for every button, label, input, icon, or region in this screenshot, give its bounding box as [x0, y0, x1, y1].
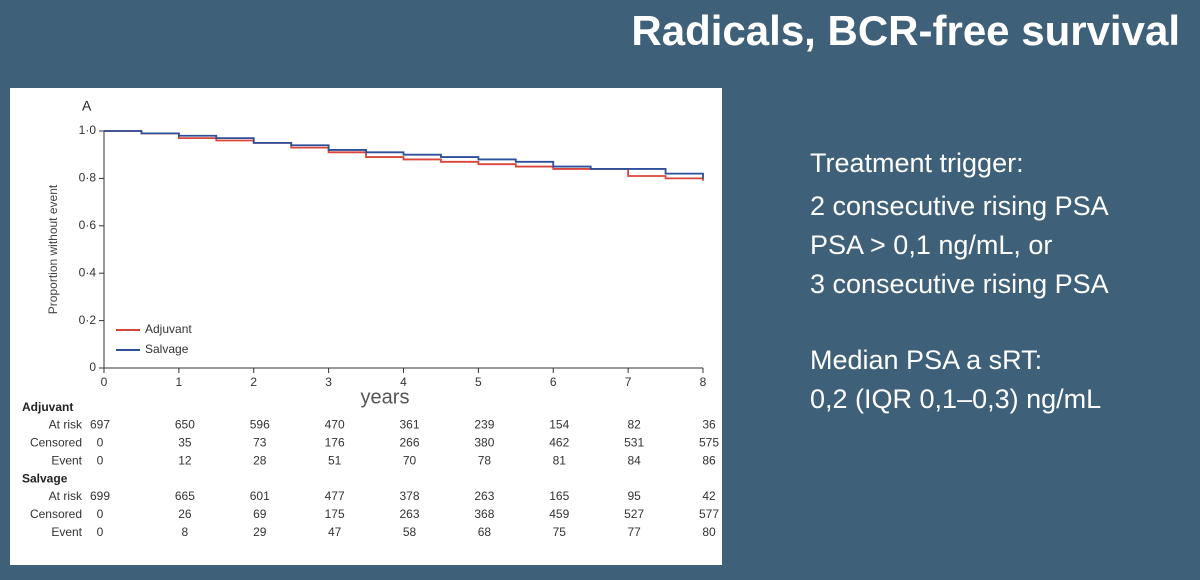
slide-title: Radicals, BCR-free survival	[631, 7, 1180, 54]
risk-group: Adjuvant	[22, 400, 73, 414]
x-tick-label: 4	[400, 375, 407, 389]
risk-value: 29	[253, 525, 267, 539]
risk-value: 84	[627, 454, 641, 468]
risk-value: 650	[175, 418, 195, 432]
x-tick-label: 3	[325, 375, 332, 389]
risk-value: 368	[474, 507, 494, 521]
y-axis-label: Proportion without event	[46, 184, 60, 314]
risk-value: 378	[399, 489, 419, 503]
risk-value: 459	[549, 507, 569, 521]
x-tick-label: 0	[101, 375, 108, 389]
y-tick-label: 0·8	[79, 171, 97, 185]
note-line: 3 consecutive rising PSA	[810, 269, 1109, 299]
risk-value: 0	[97, 525, 104, 539]
risk-value: 462	[549, 436, 569, 450]
y-tick-label: 1·0	[79, 123, 97, 137]
note-line: 2 consecutive rising PSA	[810, 191, 1109, 221]
risk-value: 699	[90, 489, 110, 503]
risk-value: 80	[702, 525, 716, 539]
x-tick-label: 6	[550, 375, 557, 389]
y-tick-label: 0·6	[79, 218, 97, 232]
x-axis-label: years	[361, 386, 410, 408]
risk-value: 531	[624, 436, 644, 450]
note-line: 0,2 (IQR 0,1–0,3) ng/mL	[810, 384, 1101, 414]
risk-value: 81	[553, 454, 567, 468]
survival-curve	[104, 130, 704, 179]
risk-value: 176	[325, 436, 345, 450]
risk-value: 470	[325, 418, 345, 432]
risk-value: 58	[403, 525, 417, 539]
risk-value: 28	[253, 454, 267, 468]
legend-label: Salvage	[145, 342, 189, 356]
risk-value: 575	[699, 436, 719, 450]
risk-value: 0	[97, 436, 104, 450]
risk-value: 42	[702, 489, 716, 503]
risk-value: 68	[478, 525, 492, 539]
chart: A Proportion without event years 0 0·2 0·4 0·6…	[22, 98, 719, 539]
risk-value: 73	[253, 436, 267, 450]
note-line: Treatment trigger:	[810, 148, 1024, 178]
note-line: PSA > 0,1 ng/mL, or	[810, 230, 1052, 260]
risk-value: 35	[178, 436, 192, 450]
risk-value: 165	[549, 489, 569, 503]
risk-row-label: Censored	[30, 436, 82, 450]
risk-value: 47	[328, 525, 342, 539]
risk-value: 154	[549, 418, 569, 432]
chart-panel	[10, 88, 722, 565]
risk-value: 70	[403, 454, 417, 468]
risk-value: 175	[325, 507, 345, 521]
risk-value: 263	[474, 489, 494, 503]
risk-value: 596	[250, 418, 270, 432]
risk-value: 697	[90, 418, 110, 432]
x-tick-label: 1	[176, 375, 183, 389]
y-tick-label: 0·4	[79, 265, 97, 279]
panel-label: A	[82, 98, 92, 114]
risk-value: 263	[399, 507, 419, 521]
risk-value: 527	[624, 507, 644, 521]
risk-value: 601	[250, 489, 270, 503]
risk-row-label: Event	[51, 525, 82, 539]
risk-row-label: Event	[51, 454, 82, 468]
risk-value: 239	[474, 418, 494, 432]
x-tick-label: 8	[700, 375, 707, 389]
x-tick-label: 2	[250, 375, 257, 389]
risk-row-label: At risk	[49, 489, 83, 503]
risk-value: 361	[399, 418, 419, 432]
legend-label: Adjuvant	[145, 322, 192, 336]
risk-value: 51	[328, 454, 342, 468]
risk-value: 0	[97, 454, 104, 468]
risk-value: 77	[627, 525, 641, 539]
note-line: Median PSA a sRT:	[810, 345, 1042, 375]
risk-value: 26	[178, 507, 192, 521]
risk-value: 266	[399, 436, 419, 450]
risk-value: 75	[553, 525, 567, 539]
risk-value: 95	[627, 489, 641, 503]
risk-value: 8	[182, 525, 189, 539]
risk-value: 665	[175, 489, 195, 503]
risk-value: 380	[474, 436, 494, 450]
risk-group: Salvage	[22, 472, 68, 486]
risk-value: 69	[253, 507, 267, 521]
risk-value: 477	[325, 489, 345, 503]
risk-value: 577	[699, 507, 719, 521]
risk-value: 12	[178, 454, 192, 468]
risk-value: 0	[97, 507, 104, 521]
risk-row-label: At risk	[49, 418, 83, 432]
x-tick-label: 5	[475, 375, 482, 389]
notes: Treatment trigger: 2 consecutive rising P…	[810, 148, 1109, 414]
y-tick-label: 0·2	[79, 313, 97, 327]
x-tick-label: 7	[625, 375, 632, 389]
risk-value: 86	[702, 454, 716, 468]
risk-row-label: Censored	[30, 507, 82, 521]
y-tick-label: 0	[89, 360, 96, 374]
risk-value: 82	[627, 418, 641, 432]
risk-value: 78	[478, 454, 492, 468]
risk-value: 36	[702, 418, 716, 432]
